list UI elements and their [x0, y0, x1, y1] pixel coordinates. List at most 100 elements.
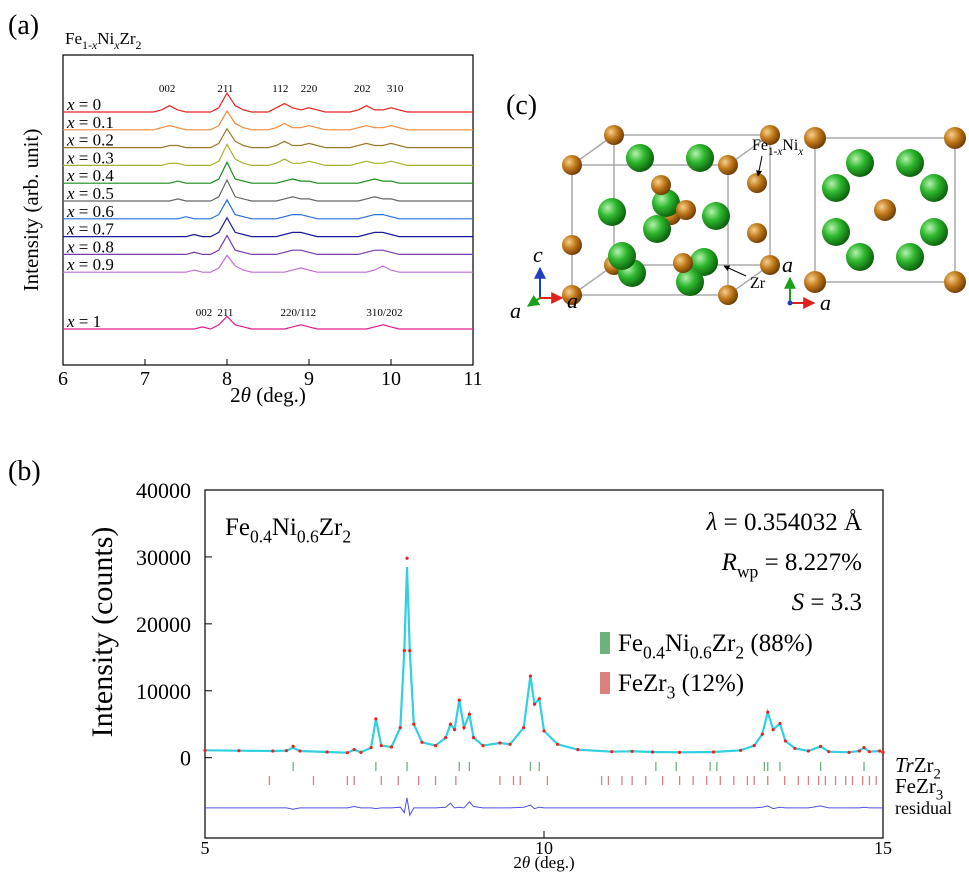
text-run: R	[721, 549, 737, 576]
site-label: Zr	[750, 275, 766, 292]
text-run: 0.6	[690, 643, 712, 663]
text-run: d	[540, 853, 549, 872]
observed-point	[405, 556, 409, 560]
observed-point	[847, 750, 851, 754]
text-run: (	[750, 630, 758, 657]
pointer	[723, 265, 747, 277]
text-run: .	[101, 148, 105, 167]
text-run: θ	[241, 383, 251, 407]
text-run: =	[724, 509, 738, 536]
observed-point	[203, 748, 207, 752]
peak-label: 002	[159, 83, 176, 95]
y-tick-label: 20000	[136, 612, 191, 637]
series-label: x = 0.5	[66, 184, 114, 203]
observed-point	[783, 739, 787, 743]
text-run: (	[682, 670, 690, 697]
text-run: 3	[763, 509, 776, 536]
observed-point	[471, 736, 476, 740]
zr-atoms	[598, 144, 730, 296]
series-label: x = 0.6	[66, 202, 114, 221]
phase-label: TrZr2	[895, 753, 941, 782]
observed-point	[867, 750, 872, 754]
series-label: x = 0.2	[66, 131, 114, 150]
pattern-line	[63, 216, 473, 238]
x-tick-label: 10	[535, 838, 553, 858]
text-run: Fe	[752, 137, 768, 154]
observed-point	[739, 748, 743, 752]
observed-point	[237, 749, 241, 753]
series-label: x = 0.8	[66, 237, 114, 256]
x-tick-label: 9	[304, 368, 314, 390]
pattern-line	[63, 198, 473, 220]
text-run: =	[79, 113, 89, 132]
series-label: x = 0.9	[66, 255, 114, 274]
text-run: =	[79, 148, 89, 167]
text-run: .	[101, 220, 105, 239]
y-tick-label: 40000	[136, 478, 191, 503]
text-run: 8	[759, 630, 772, 657]
text-run: Zr	[916, 774, 936, 798]
observed-point	[291, 744, 295, 748]
peak-label: 310	[387, 83, 404, 95]
observed-point	[271, 749, 275, 753]
observed-point	[481, 744, 485, 748]
text-run: Zr	[119, 29, 135, 48]
observed-point	[374, 717, 378, 721]
observed-point	[528, 674, 533, 678]
observed-point	[420, 740, 424, 744]
text-run: 0	[93, 131, 102, 150]
text-run: Zr	[319, 514, 343, 541]
observed-point	[610, 750, 614, 754]
peak-label: 002	[196, 307, 213, 319]
text-run: =	[79, 255, 89, 274]
peak-label: 310/202	[366, 307, 402, 319]
text-run: 0.4	[250, 527, 272, 547]
text-run: )	[805, 630, 813, 657]
plot-frame	[62, 54, 474, 366]
text-run: 2	[136, 38, 142, 52]
observed-point	[379, 744, 383, 748]
annotation: λ = 0.354032 Å	[706, 509, 863, 536]
observed-point	[408, 649, 412, 653]
observed-point	[532, 702, 537, 706]
y-tick-label: 30000	[136, 545, 191, 570]
text-run: Tr	[895, 753, 915, 777]
observed-point	[359, 750, 363, 754]
peak-label: 112	[272, 83, 288, 95]
axis-label: a	[782, 252, 793, 277]
text-run: 8	[771, 630, 784, 657]
text-run: (	[534, 853, 540, 872]
observed-point	[444, 736, 448, 740]
fe-ni-atoms	[804, 127, 966, 293]
observed-point	[345, 751, 349, 755]
text-run: x	[66, 220, 75, 239]
text-run: x	[66, 148, 75, 167]
text-run: g	[283, 383, 294, 407]
text-run: .	[756, 509, 762, 536]
observed-point	[498, 741, 502, 745]
series-label: x = 0.4	[66, 166, 114, 185]
y-tick-label: 0	[180, 746, 191, 771]
text-run: x	[66, 113, 75, 132]
text-run: Fe	[225, 514, 250, 541]
pattern-line	[63, 254, 473, 273]
text-run: 0	[93, 148, 102, 167]
pattern-line	[63, 127, 473, 149]
text-run: e	[274, 383, 283, 407]
axis-origin	[787, 300, 793, 306]
text-run: 0	[93, 237, 102, 256]
text-run: 3	[813, 509, 826, 536]
text-run: 3	[105, 148, 114, 167]
text-run: 0	[93, 113, 102, 132]
text-run: 3	[667, 683, 676, 703]
observed-point	[457, 698, 461, 702]
text-run: Ni	[272, 514, 297, 541]
text-run: 2	[105, 131, 114, 150]
annotation: Rwp = 8.227%	[721, 549, 862, 582]
text-run: x	[66, 202, 75, 221]
text-run: x	[66, 312, 75, 331]
observed-point	[448, 722, 453, 726]
y-axis-label: Intensity (counts)	[86, 527, 119, 738]
text-run: .	[565, 853, 569, 872]
